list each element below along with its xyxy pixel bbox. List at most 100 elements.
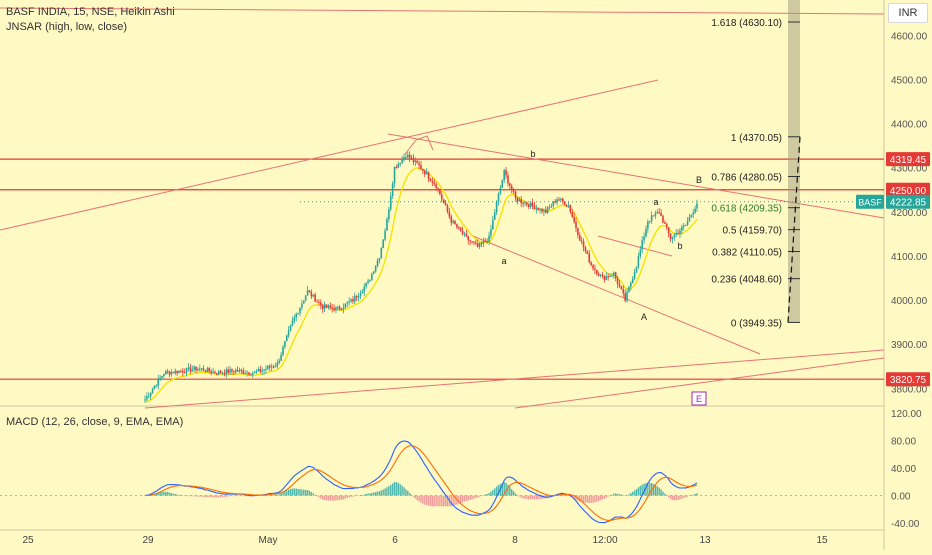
candle-body [278,360,281,363]
macd-histogram-bar [639,485,641,496]
macd-histogram-bar [193,495,195,497]
candle-body [182,370,184,373]
macd-histogram-bar [378,491,381,496]
price-tick: 3800.00 [891,384,928,395]
fib-level-label: 0.5 (4159.70) [723,226,783,237]
time-label: 13 [699,535,711,546]
candle-body [499,187,502,194]
candle-body [601,274,604,277]
macd-histogram-bar [416,495,418,501]
macd-histogram-bar [301,489,303,496]
candle-body [550,205,553,207]
macd-histogram-bar [238,495,241,497]
macd-histogram-bar [469,495,471,500]
candle-body [238,369,241,372]
macd-histogram-bar [333,495,335,501]
macd-histogram-bar [675,495,677,501]
candle-body [376,260,379,266]
macd-histogram-bar [666,495,668,496]
macd-tick: -40.00 [891,519,920,530]
candle-body [312,294,315,297]
macd-histogram-bar [346,495,348,498]
candle-body [544,209,547,213]
candle-body [473,241,475,243]
candle-body [414,160,417,162]
candle-body [382,239,384,248]
macd-histogram-bar [170,493,173,496]
candle-body [229,369,231,373]
candle-body [176,370,178,374]
candle-body [180,370,182,372]
candle-body [482,240,485,244]
macd-histogram-bar [320,495,322,499]
candle-body [395,167,398,169]
candle-body [255,371,258,373]
macd-histogram-bar [395,482,398,496]
macd-histogram-bar [323,495,326,500]
candle-body [425,172,428,175]
macd-histogram-bar [365,493,367,496]
macd-histogram-bar [673,495,676,501]
candle-body [208,368,211,372]
macd-histogram-bar [537,495,539,500]
candle-body [637,256,640,267]
macd-histogram-bar [269,494,271,496]
candle-body [454,220,456,225]
candle-body [227,369,229,373]
macd-histogram-bar [696,493,698,496]
macd-histogram-bar [615,493,617,496]
candle-body [563,201,566,206]
candle-body [212,371,214,373]
candle-body [221,373,224,375]
wave-label: b [677,241,682,251]
candle-body [635,266,638,273]
candle-body [641,240,643,250]
candle-body [206,368,209,372]
candle-body [611,275,613,277]
macd-histogram-bar [270,494,273,496]
trendline [597,235,673,257]
macd-histogram-bar [548,495,551,498]
candle-body [452,220,454,223]
candle-body [308,290,311,292]
macd-histogram-bar [231,495,233,497]
trendline [514,357,885,409]
macd-histogram-bar [201,495,203,497]
candle-body [633,272,636,279]
macd-label: MACD (12, 26, close, 9, EMA, EMA) [6,416,184,428]
candle-body [656,212,659,214]
candle-body [189,367,192,372]
candle-body [461,230,464,235]
candle-body [338,306,341,310]
candle-body [253,371,256,374]
macd-histogram-bar [163,491,165,496]
candle-body [287,330,290,336]
candle-body [348,301,350,303]
candle-body [250,374,252,376]
macd-histogram-bar [284,491,286,496]
candle-body [393,167,396,184]
candle-body [219,371,222,374]
currency-button[interactable]: INR [888,3,928,23]
wave-labels: b a a b B A E [501,149,707,406]
candle-body [582,241,585,248]
candle-body [223,373,226,375]
candle-body [217,371,220,375]
candle-body [406,154,409,158]
candle-body [233,371,235,373]
macd-histogram-bar [524,495,526,499]
candle-body [692,212,695,215]
candle-body [684,224,687,226]
candle-body [493,212,496,220]
candle-body [272,366,275,368]
time-label: 8 [512,535,518,546]
macd-histogram-bar [618,494,621,496]
macd-histogram-bar [505,482,507,496]
macd-histogram-bar [679,495,681,500]
candle-body [246,372,248,374]
candle-body [335,307,337,311]
candle-body [654,213,657,216]
